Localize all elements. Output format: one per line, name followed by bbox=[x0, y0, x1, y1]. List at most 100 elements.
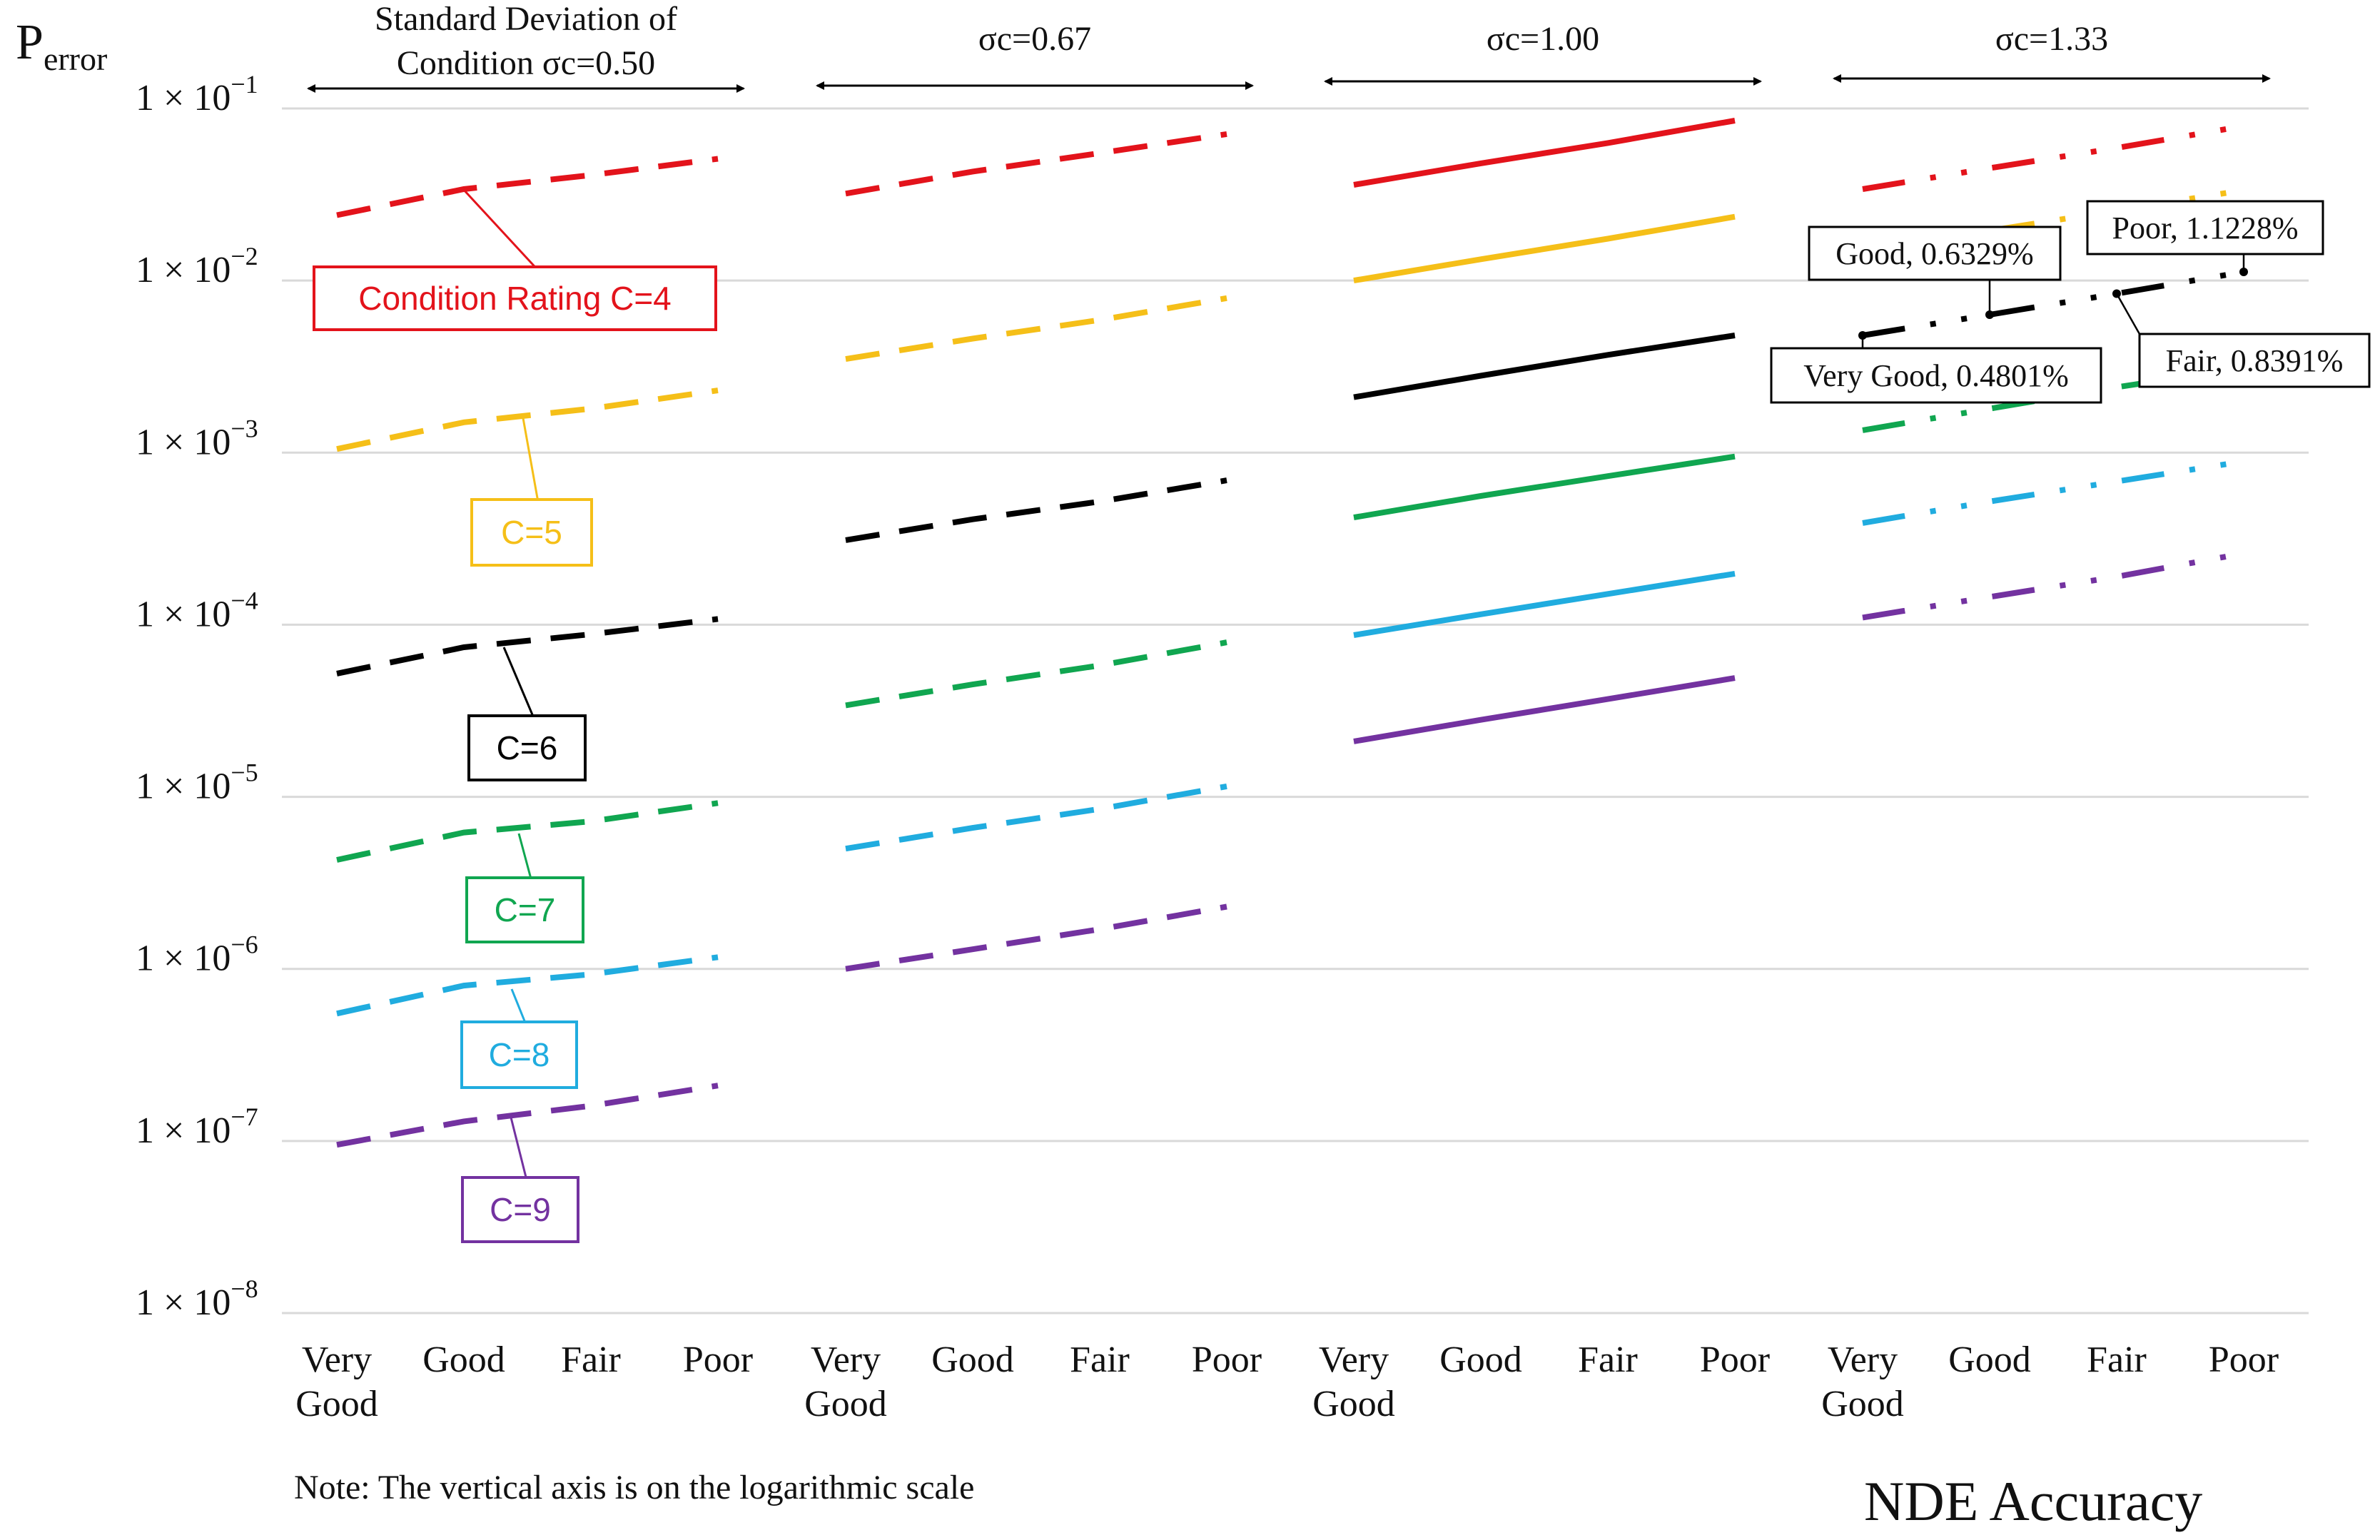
label-box bbox=[465, 876, 584, 943]
label-box bbox=[461, 1176, 579, 1243]
label-text: C=6 bbox=[497, 729, 558, 766]
label-box bbox=[460, 1020, 578, 1089]
series-line-c-6 bbox=[845, 477, 1227, 543]
series-line-c-5 bbox=[845, 295, 1227, 363]
x-tick-label: Good bbox=[931, 1339, 1014, 1380]
y-axis-title: Perror bbox=[16, 15, 107, 77]
y-tick-label: 1 × 10−3 bbox=[136, 414, 258, 462]
y-tick-label: 1 × 10−8 bbox=[136, 1275, 258, 1323]
series-line-c-8 bbox=[336, 954, 719, 1017]
x-tick-label: Poor bbox=[1192, 1339, 1262, 1380]
y-tick-label: 1 × 10−5 bbox=[136, 759, 258, 807]
x-tick-label: Poor bbox=[683, 1339, 753, 1380]
series-line-c-6 bbox=[1353, 333, 1736, 400]
series-line-c-7 bbox=[845, 639, 1227, 709]
callout-box bbox=[1770, 347, 2102, 404]
y-tick-label: 1 × 10−1 bbox=[136, 70, 258, 118]
series-label-c-6: C=6 bbox=[467, 647, 587, 781]
panel-header: Condition σc=0.50 bbox=[397, 44, 655, 82]
series-line-c-9 bbox=[845, 903, 1227, 972]
x-tick-label: Good bbox=[1439, 1339, 1522, 1380]
panel-header: σc=1.00 bbox=[1487, 20, 1599, 58]
x-axis-title: NDE Accuracy bbox=[1864, 1470, 2202, 1532]
series-label-c-9: C=9 bbox=[461, 1117, 579, 1243]
label-text: C=5 bbox=[501, 514, 562, 551]
panel-sigma-1-00 bbox=[1353, 118, 1736, 744]
x-tick-label: Very Good bbox=[1821, 1339, 1904, 1424]
series-line-c-9 bbox=[336, 1083, 719, 1148]
panel-headers: Standard Deviation of Condition σc=0.50 σc… bbox=[307, 0, 2271, 93]
callout-poor: Poor, 1.1228% bbox=[2086, 200, 2324, 277]
callout-fair: Fair, 0.8391% bbox=[2112, 289, 2371, 388]
series-line-c-7 bbox=[1353, 453, 1736, 521]
y-tick-label: 1 × 10−6 bbox=[136, 931, 258, 979]
callout-text: Good, 0.6329% bbox=[1835, 236, 2033, 271]
x-tick-label: Poor bbox=[1700, 1339, 1770, 1380]
series-line-c-4 bbox=[845, 131, 1227, 197]
x-axis: Very Good Good Fair Poor Very Good Good Fair Poor… bbox=[295, 1339, 2279, 1424]
series-line-c-9 bbox=[1862, 550, 2244, 621]
x-tick-label: Very Good bbox=[1312, 1339, 1395, 1424]
callout-very-good: Very Good, 0.4801% bbox=[1770, 330, 2102, 404]
series-label-c-5: C=5 bbox=[470, 417, 593, 567]
series-label-c-7: C=7 bbox=[465, 833, 584, 943]
series-label-c-4: Condition Rating C=4 bbox=[313, 187, 717, 331]
panel-header: σc=1.33 bbox=[1995, 20, 2108, 58]
label-text: C=7 bbox=[495, 891, 556, 928]
x-tick-label: Poor bbox=[2209, 1339, 2279, 1380]
label-box bbox=[470, 498, 593, 567]
callout-text: Fair, 0.8391% bbox=[2166, 343, 2344, 378]
panel-sigma-0-50 bbox=[336, 156, 719, 1148]
label-text: Condition Rating C=4 bbox=[358, 280, 672, 317]
series-line-c-7 bbox=[336, 800, 719, 863]
x-tick-label: Fair bbox=[1578, 1339, 1638, 1380]
series-line-c-8 bbox=[845, 783, 1227, 852]
y-axis: 1 × 10−1 1 × 10−2 1 × 10−3 1 × 10−4 1 × 10−5… bbox=[136, 70, 258, 1323]
note-text: Note: The vertical axis is on the logari… bbox=[294, 1469, 974, 1506]
callout-box bbox=[2086, 200, 2324, 255]
series-line-c-5 bbox=[336, 387, 719, 452]
x-tick-label: Very Good bbox=[804, 1339, 887, 1424]
leader-line bbox=[522, 417, 539, 500]
x-tick-label: Good bbox=[1948, 1339, 2031, 1380]
plot-area bbox=[336, 118, 2244, 1148]
panel-header: σc=0.67 bbox=[978, 20, 1091, 58]
series-line-c-6 bbox=[336, 616, 719, 677]
callout-box bbox=[1808, 226, 2062, 281]
callout-good: Good, 0.6329% bbox=[1808, 226, 2062, 320]
annotations: Very Good, 0.4801% Good, 0.6329% Fair, 0.8… bbox=[1770, 200, 2371, 404]
series-line-c-8 bbox=[1862, 458, 2244, 526]
callout-text: Poor, 1.1228% bbox=[2112, 211, 2298, 245]
leader-line bbox=[502, 647, 535, 716]
callout-text: Very Good, 0.4801% bbox=[1803, 358, 2069, 393]
label-text: C=9 bbox=[490, 1191, 551, 1228]
x-tick-label: Fair bbox=[561, 1339, 621, 1380]
callout-leader bbox=[2115, 293, 2141, 335]
label-text: C=8 bbox=[489, 1036, 550, 1073]
callout-box bbox=[2138, 333, 2371, 388]
series-line-c-4 bbox=[1862, 123, 2244, 192]
leader-line bbox=[461, 187, 536, 268]
x-tick-label: Good bbox=[422, 1339, 505, 1380]
series-line-c-5 bbox=[1353, 213, 1736, 284]
leader-line bbox=[510, 988, 526, 1023]
series-line-c-8 bbox=[1353, 570, 1736, 638]
panel-header: Standard Deviation of bbox=[375, 0, 677, 38]
y-tick-label: 1 × 10−4 bbox=[136, 586, 258, 634]
series-labels: Condition Rating C=4 C=5 C=6 C=7 C=8 C=9 bbox=[313, 187, 717, 1243]
label-box bbox=[313, 265, 717, 331]
series-line-c-4 bbox=[336, 156, 719, 218]
y-tick-label: 1 × 10−7 bbox=[136, 1103, 258, 1151]
x-tick-label: Fair bbox=[1070, 1339, 1130, 1380]
panel-sigma-0-67 bbox=[845, 131, 1227, 972]
x-tick-label: Fair bbox=[2087, 1339, 2147, 1380]
leader-line bbox=[510, 1117, 527, 1178]
series-line-c-4 bbox=[1353, 118, 1736, 188]
series-label-c-8: C=8 bbox=[460, 988, 578, 1089]
leader-line bbox=[517, 833, 532, 878]
label-box bbox=[467, 714, 587, 781]
series-line-c-9 bbox=[1353, 675, 1736, 744]
x-tick-label: Very Good bbox=[295, 1339, 378, 1424]
y-tick-label: 1 × 10−2 bbox=[136, 242, 258, 290]
